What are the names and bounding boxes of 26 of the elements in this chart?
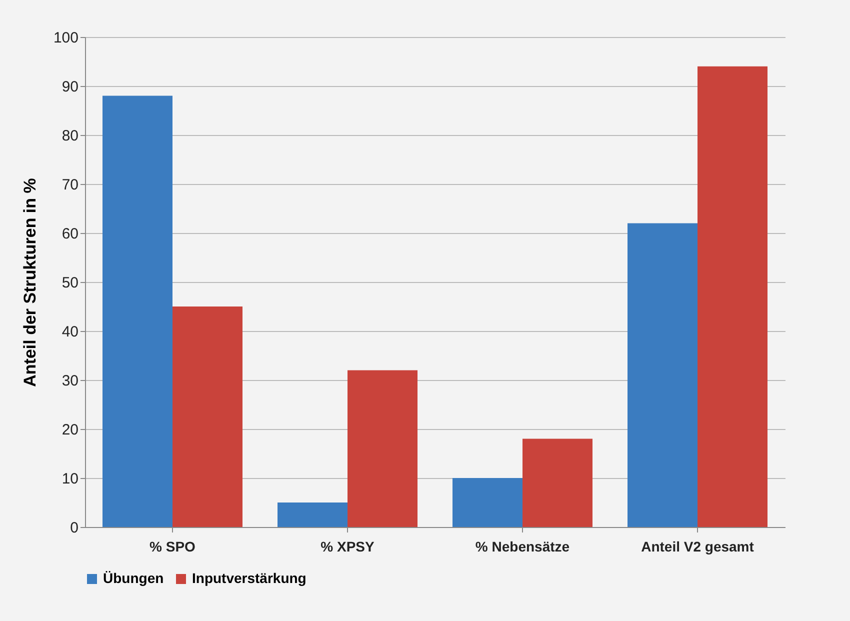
y-tick-label: 30 [62,372,78,390]
bar [452,478,522,527]
y-axis-title: Anteil der Strukturen in % [20,178,40,387]
bar [698,66,768,527]
x-tick-label: Anteil V2 gesamt [641,538,754,554]
bar [102,96,172,527]
y-tick-label: 10 [62,470,78,488]
y-tick-label: 50 [62,274,78,292]
y-tick-label: 20 [62,422,78,438]
x-tick-label: % SPO [150,538,196,554]
x-tick-label: % XPSY [320,538,375,554]
bar [628,223,698,527]
legend-label: Inputverstärkung [192,570,306,586]
legend-label: Übungen [103,570,164,586]
y-tick-label: 100 [53,30,78,46]
bar [348,370,418,527]
y-tick-label: 60 [62,226,78,242]
x-tick-label: % Nebensätze [475,538,570,554]
y-tick-label: 80 [62,128,78,144]
bar [522,438,592,527]
y-tick-label: 70 [62,176,78,194]
bar [172,306,242,527]
y-tick-label: 40 [62,324,78,340]
y-tick-label: 0 [70,520,78,536]
y-tick-label: 90 [62,78,78,96]
bar [278,502,348,527]
